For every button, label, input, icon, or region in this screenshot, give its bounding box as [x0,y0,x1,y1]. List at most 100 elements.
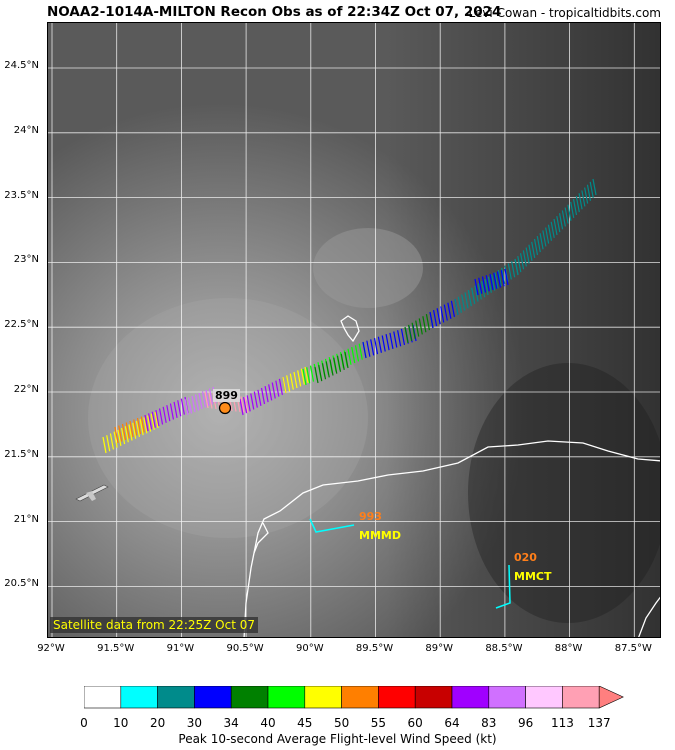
wind-barb [547,224,553,241]
wind-barb [528,244,533,261]
wind-barb [278,378,284,395]
colorbar-tick-label: 20 [149,716,166,730]
latitude-tick-label: 24.5°N [4,60,39,71]
wind-barb [150,413,155,430]
wind-barb [318,365,323,382]
colorbar-tick-label: 50 [333,716,350,730]
wind-barb [443,304,448,321]
wind-barb [309,365,315,382]
longitude-tick-label: 92°W [37,643,65,654]
wind-barb [109,433,115,450]
wind-barb [125,422,130,439]
wind-barb [373,337,379,355]
wind-barb [321,363,327,380]
wind-barb [314,366,319,384]
longitude-tick-label: 90.5°W [226,643,264,654]
station-mmmd-value: 993 [359,510,382,523]
colorbar-segment [525,685,563,709]
longitude-tick-label: 88°W [554,643,583,654]
wind-barb [550,221,555,238]
wind-barb [589,181,594,198]
wind-barb [545,227,550,244]
wind-barb [264,386,269,403]
colorbar-tick-label: 10 [113,716,129,730]
wind-barb [531,241,536,258]
wind-barb [293,371,298,389]
wind-barb [404,326,409,344]
graticule [48,23,660,637]
wind-barb [282,376,287,394]
longitude-tick-label: 91°W [166,643,195,654]
wind-barb [139,419,144,436]
station-mmmd-code: MMMD [359,529,401,542]
wind-barb [533,238,539,256]
wind-barb [187,397,193,414]
wind-barb [553,218,558,236]
wind-barb [377,336,382,353]
wind-barb [325,361,330,378]
wind-barb [344,351,349,369]
wind-barb [454,298,459,316]
colorbar-segment [451,685,490,709]
wind-barb [362,341,367,359]
wind-barb [425,314,431,331]
wind-barb [162,406,167,423]
wind-barb [400,328,406,346]
wind-barb [450,300,456,317]
wind-barb [118,425,123,442]
wind-barb [500,270,505,287]
wind-barb [504,268,509,286]
wind-barb [385,334,390,351]
colorbar-tick-label: 40 [260,716,276,730]
colorbar-segment [83,685,122,709]
map-panel[interactable] [47,22,661,638]
wind-barb [329,359,334,376]
wind-barb [143,417,148,434]
wind-barb [558,213,564,230]
wind-barb [286,375,291,392]
wind-barb [440,306,445,323]
wind-barb [517,256,522,273]
colorbar-segment [341,685,379,709]
station-mmmd-barb [309,518,355,533]
longitude-tick-label: 88.5°W [485,643,523,654]
latitude-tick-label: 21.5°N [4,448,39,460]
longitude-tick-label: 89.5°W [355,643,394,654]
wind-barb [370,339,375,356]
wind-barb [136,417,142,435]
colorbar-tick-label: 45 [297,716,313,730]
latitude-tick-label: 22.5°N [4,319,39,331]
wind-barb [487,276,492,293]
wind-barb [333,357,338,374]
wind-barb [180,398,185,415]
station-mmct-code: MMCT [514,570,552,583]
wind-barb [128,424,133,441]
longitude-tick-label: 87.5°W [614,643,652,654]
wind-barb [205,389,210,407]
wind-barb [148,413,153,430]
colorbar-segment [488,685,526,709]
wind-barb [201,391,207,408]
wind-barb [113,431,118,448]
wind-barb [129,420,134,438]
colorbar [83,685,629,716]
latitude-tick-label: 23.5°N [4,189,39,201]
colorbar-segment [562,685,600,709]
wind-barb [194,394,200,411]
colorbar-tick-label: 60 [407,716,423,730]
wind-barb [244,396,249,414]
wind-barb [556,216,561,233]
wind-barb [485,275,490,292]
coastline [243,315,660,637]
wind-barb [151,411,156,428]
wind-barb [242,397,248,414]
wind-barb [268,384,273,401]
wind-barb [120,427,126,445]
colorbar-tick-label: 34 [223,716,239,730]
colorbar-tick-label: 64 [444,716,460,730]
map-title: NOAA2-1014A-MILTON Recon Obs as of 22:34… [47,4,502,20]
storm-center-marker [218,401,232,415]
cloud-cluster [313,228,423,308]
wind-barb [397,330,402,347]
wind-barb [474,285,479,302]
